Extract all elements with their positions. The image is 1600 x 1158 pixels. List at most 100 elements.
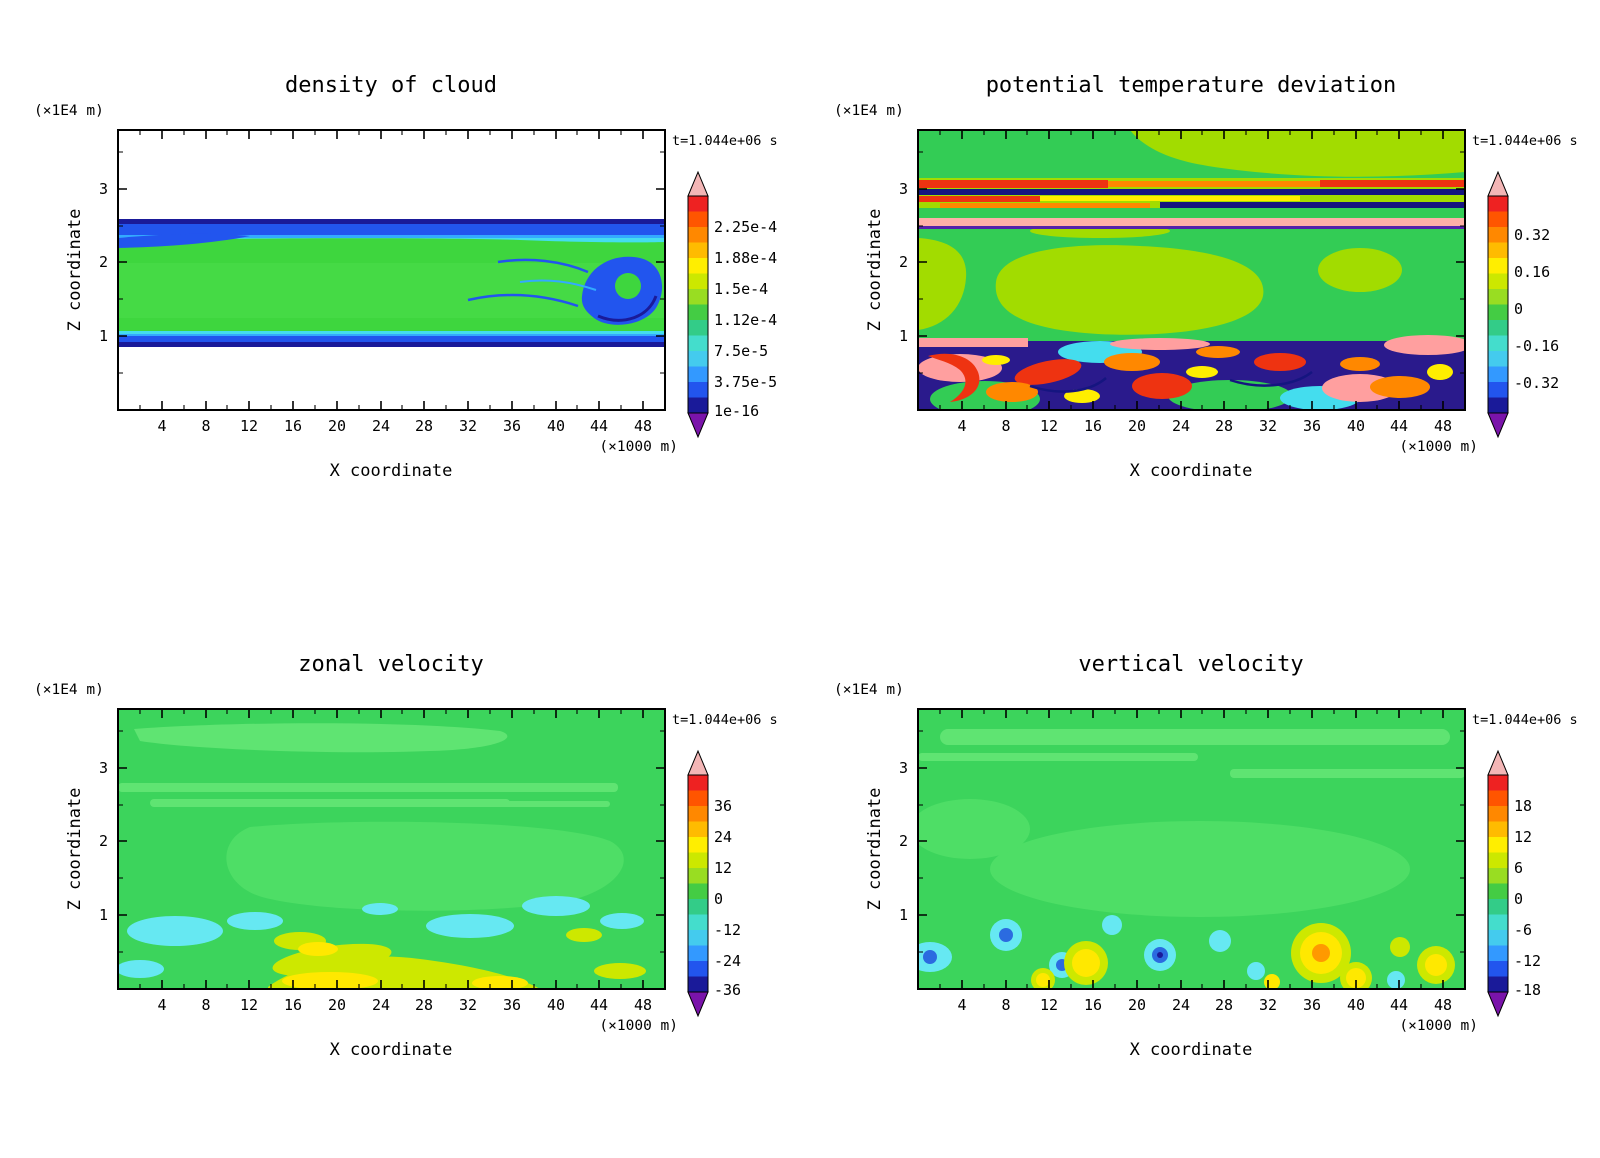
colorbar-segment <box>1488 211 1508 227</box>
colorbar-label: -12 <box>1514 952 1541 970</box>
y-tick-label: 3 <box>99 180 108 198</box>
colorbar-segment <box>688 196 708 212</box>
panel-potential-temperature-deviation: potential temperature deviation (×1E4 m)… <box>834 73 1578 481</box>
y-tick-label: 2 <box>899 253 908 271</box>
colorbar-segment <box>688 806 708 822</box>
x-tick-label: 16 <box>284 996 302 1014</box>
colorbar-label: 0.32 <box>1514 226 1550 244</box>
colorbar-label: 0 <box>1514 300 1523 318</box>
minor-ticks <box>918 130 1465 410</box>
colorbar-label: -18 <box>1514 981 1541 999</box>
colorbar-segment <box>688 304 708 320</box>
y-tick-label: 1 <box>99 327 108 345</box>
x-axis-label: X coordinate <box>1130 1040 1253 1060</box>
panel-zonal-velocity: zonal velocity (×1E4 m) t=1.044e+06 s <box>34 652 778 1060</box>
colorbar-bottom-arrow <box>1487 991 1509 1018</box>
colorbar-bottom-arrow <box>1487 412 1509 439</box>
colorbar-segment <box>1488 976 1508 992</box>
x-axis-unit: (×1000 m) <box>599 1018 678 1034</box>
colorbar-label: 0.16 <box>1514 263 1550 281</box>
colorbar-label: 36 <box>714 797 732 815</box>
colorbar-segment <box>688 273 708 289</box>
colorbar-segment <box>688 335 708 351</box>
colorbar-segment <box>688 211 708 227</box>
x-tick-label: 28 <box>415 417 433 435</box>
colorbar: 18 12 6 0 -6 -12 -18 <box>1487 749 1541 1018</box>
x-tick-label: 16 <box>1084 996 1102 1014</box>
y-axis-label: Z coordinate <box>65 209 85 332</box>
colorbar-segment <box>688 930 708 946</box>
colorbar-segment <box>1488 806 1508 822</box>
x-tick-label: 4 <box>157 996 166 1014</box>
x-tick-label: 16 <box>284 417 302 435</box>
colorbar-bottom-arrow <box>687 412 709 439</box>
colorbar-segment <box>688 945 708 961</box>
colorbar-label: 2.25e-4 <box>714 218 777 236</box>
colorbar-segment <box>688 227 708 243</box>
colorbar-label: -12 <box>714 921 741 939</box>
x-tick-label: 12 <box>1040 417 1058 435</box>
colorbar-segment <box>688 242 708 258</box>
colorbar-segment <box>1488 273 1508 289</box>
major-ticks <box>118 130 665 410</box>
x-tick-label: 48 <box>1434 996 1452 1014</box>
colorbar-segment <box>1488 821 1508 837</box>
colorbar-label: 1.12e-4 <box>714 311 777 329</box>
y-axis-unit: (×1E4 m) <box>834 682 904 698</box>
colorbar-label: 0 <box>1514 890 1523 908</box>
panel-title: density of cloud <box>285 73 497 98</box>
colorbar-segment <box>688 852 708 868</box>
x-tick-label: 40 <box>547 417 565 435</box>
minor-ticks <box>118 130 665 410</box>
colorbar-segment <box>688 961 708 977</box>
minor-ticks <box>918 709 1465 989</box>
y-tick-label: 2 <box>99 253 108 271</box>
colorbar-segment <box>1488 914 1508 930</box>
x-tick-label: 48 <box>634 417 652 435</box>
y-tick-label: 3 <box>899 759 908 777</box>
major-ticks <box>118 709 665 989</box>
colorbar-label: 12 <box>1514 828 1532 846</box>
colorbar-segment <box>1488 382 1508 398</box>
x-tick-label: 40 <box>1347 417 1365 435</box>
colorbar-segment <box>1488 868 1508 884</box>
colorbar-label: -36 <box>714 981 741 999</box>
time-annotation: t=1.044e+06 s <box>672 133 778 149</box>
x-tick-label: 36 <box>1303 996 1321 1014</box>
colorbar-segment <box>1488 258 1508 274</box>
y-tick-label: 3 <box>899 180 908 198</box>
colorbar-label: 3.75e-5 <box>714 373 777 391</box>
contour-field <box>918 709 1465 989</box>
colorbar-segment <box>1488 837 1508 853</box>
x-tick-label: 40 <box>1347 996 1365 1014</box>
colorbar: 36 24 12 0 -12 -24 -36 <box>687 749 741 1018</box>
colorbar-segment <box>688 351 708 367</box>
colorbar-label: 18 <box>1514 797 1532 815</box>
x-tick-label: 32 <box>459 996 477 1014</box>
x-axis-label: X coordinate <box>1130 461 1253 481</box>
colorbar-top-arrow <box>1487 749 1509 776</box>
x-tick-label: 24 <box>1172 996 1190 1014</box>
colorbar-segment <box>688 258 708 274</box>
x-axis-unit: (×1000 m) <box>1399 1018 1478 1034</box>
minor-ticks <box>118 709 665 989</box>
y-axis-label: Z coordinate <box>865 209 885 332</box>
colorbar-segment <box>1488 304 1508 320</box>
y-axis-label: Z coordinate <box>65 788 85 911</box>
time-annotation: t=1.044e+06 s <box>1472 133 1578 149</box>
colorbar-bottom-arrow <box>687 991 709 1018</box>
x-tick-label: 16 <box>1084 417 1102 435</box>
x-tick-label: 44 <box>590 996 608 1014</box>
colorbar-segment <box>1488 397 1508 413</box>
x-tick-label: 8 <box>201 417 210 435</box>
colorbar-segment <box>688 366 708 382</box>
panel-title: zonal velocity <box>298 652 483 677</box>
colorbar-segment <box>1488 790 1508 806</box>
x-tick-label: 36 <box>1303 417 1321 435</box>
panel-vertical-velocity: vertical velocity (×1E4 m) t=1.044e+06 s <box>834 652 1578 1060</box>
colorbar-segment <box>1488 775 1508 791</box>
y-axis-unit: (×1E4 m) <box>834 103 904 119</box>
y-tick-label: 1 <box>899 327 908 345</box>
colorbar-segment <box>688 289 708 305</box>
plot-frame <box>917 708 1466 990</box>
